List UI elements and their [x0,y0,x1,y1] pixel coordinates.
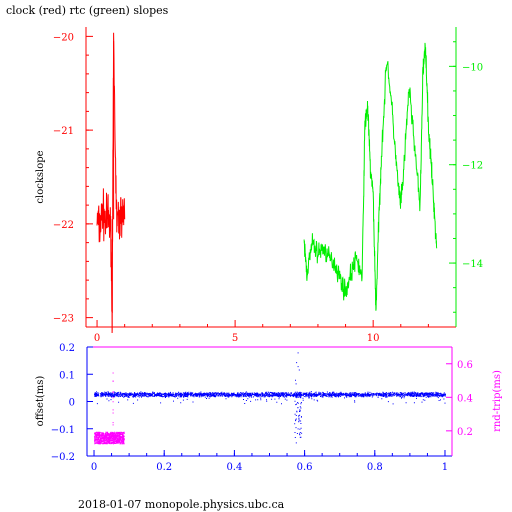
clock-series-line [96,32,126,334]
left-y-tick-label: 0.2 [59,343,75,354]
left-y-tick-label: −20 [53,32,74,43]
x-tick-label: 1 [442,462,448,473]
y-axis-label: offset(ms) [35,376,46,427]
right-y-tick-label: −14 [462,259,483,270]
left-y-tick-label: −0.2 [51,452,75,463]
chart-title: clock (red) rtc (green) slopes [6,4,169,17]
rtc-series-line [303,42,438,311]
left-y-tick-label: −0.1 [51,425,75,436]
y-axis-label: clockslope [35,150,46,203]
x-tick-label: 0.4 [226,462,242,473]
right-y-tick-label: −12 [462,161,483,172]
right-y-tick-label: −10 [462,62,483,73]
right-y-tick-label: 0.2 [457,427,473,438]
left-y-tick-label: −22 [53,220,74,231]
x-tick-label: 0.8 [367,462,383,473]
x-tick-label: 0 [94,333,100,344]
x-tick-label: 0.6 [297,462,313,473]
left-y-tick-label: 0.1 [59,370,75,381]
slopes-plot: 0 5 10 −20 −21 −22 −23 −10 −12 −14 clockslope [35,27,483,344]
x-tick-label: 0.2 [156,462,172,473]
footer-caption: 2018-01-07 monopole.physics.ubc.ca [78,498,285,511]
right-y-tick-label: 0.4 [457,393,473,404]
offset-points [94,352,446,444]
right-y-axis-label: rnd-trip(ms) [492,370,503,432]
right-y-tick-label: 0.6 [457,360,473,371]
offset-plot: 0 0.2 0.4 0.6 0.8 1 0.2 0.1 0 −0.1 −0.2 0.6 0.4 0.2 of… [35,343,503,473]
x-tick-label: 5 [232,333,238,344]
left-y-tick-label: −23 [53,314,74,325]
left-y-tick-label: −21 [53,126,74,137]
rnd-trip-points [94,372,125,445]
left-y-tick-label: 0 [69,398,75,409]
x-tick-label: 0 [91,462,97,473]
x-tick-label: 10 [367,333,380,344]
